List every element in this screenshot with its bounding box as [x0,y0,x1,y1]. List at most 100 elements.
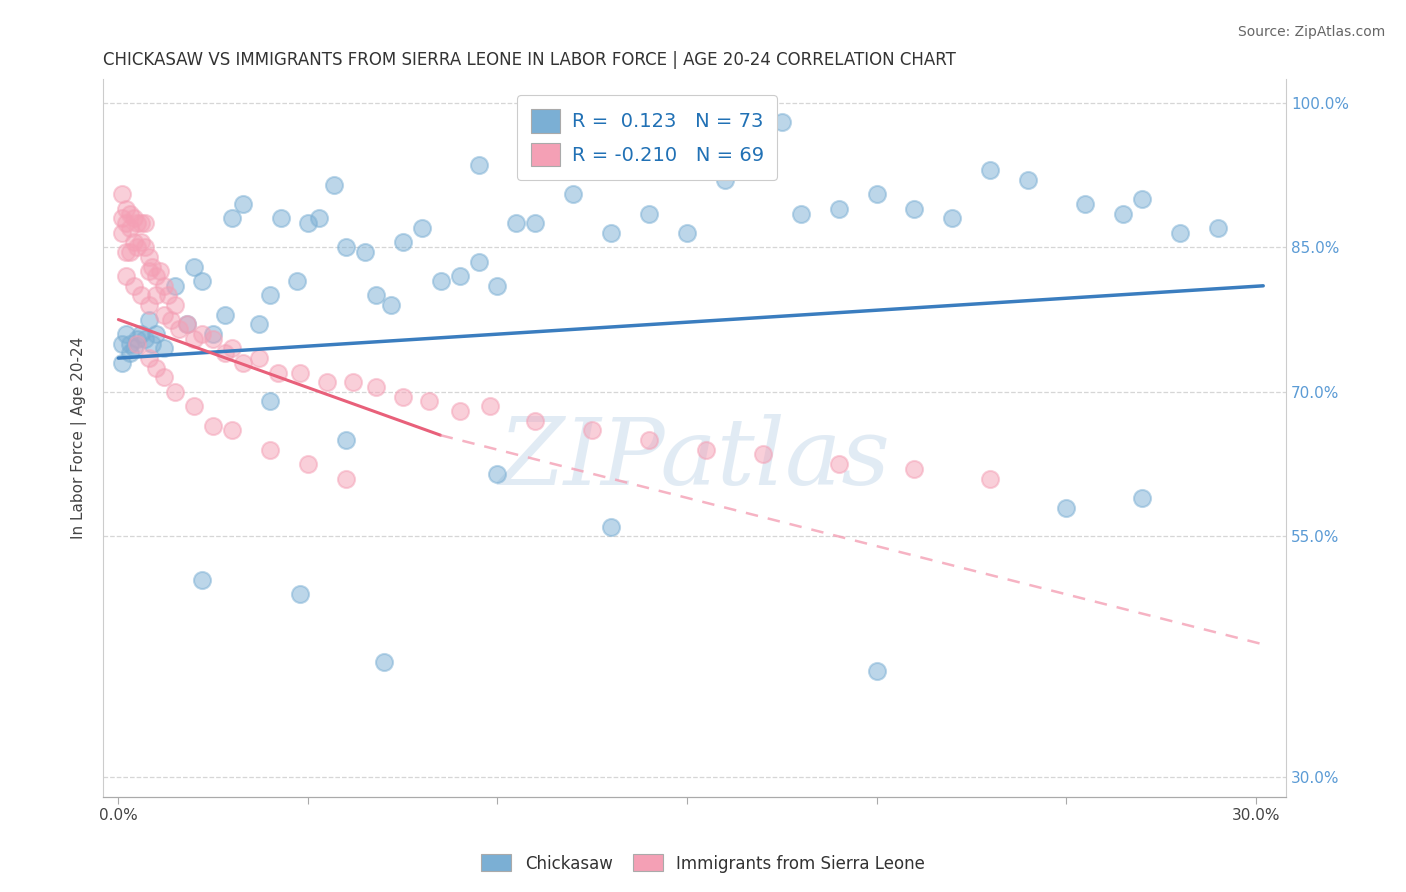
Point [111,226,134,240]
Point [1074,197,1097,211]
Point [183,399,205,413]
Point [290,587,312,601]
Point [259,288,281,302]
Point [429,274,451,288]
Point [141,336,163,351]
Point [270,211,292,226]
Point [903,462,925,476]
Point [467,254,489,268]
Point [232,356,254,370]
Point [149,264,172,278]
Point [714,173,737,187]
Point [865,665,887,679]
Point [266,366,288,380]
Point [524,216,547,230]
Point [259,442,281,457]
Point [979,472,1001,486]
Point [118,336,141,351]
Point [827,202,849,216]
Point [478,399,501,413]
Point [353,245,375,260]
Point [695,442,717,457]
Point [366,288,388,302]
Point [111,187,134,202]
Point [176,318,198,332]
Point [827,457,849,471]
Point [111,336,134,351]
Point [600,226,623,240]
Point [141,260,163,274]
Point [1017,173,1039,187]
Point [1054,500,1077,515]
Point [342,375,364,389]
Point [315,375,337,389]
Point [127,216,149,230]
Point [418,394,440,409]
Point [979,163,1001,178]
Point [335,433,357,447]
Point [391,235,413,250]
Point [167,322,190,336]
Point [232,197,254,211]
Point [214,346,236,360]
Point [165,278,187,293]
Point [752,448,775,462]
Point [134,240,156,254]
Point [115,269,138,284]
Point [752,153,775,168]
Point [122,235,145,250]
Point [145,326,167,341]
Point [122,278,145,293]
Point [153,308,176,322]
Point [191,573,214,587]
Point [638,206,661,220]
Point [486,467,509,481]
Point [202,332,225,346]
Point [138,312,160,326]
Point [323,178,346,192]
Point [524,414,547,428]
Point [165,384,187,399]
Point [118,206,141,220]
Point [183,260,205,274]
Point [221,424,243,438]
Point [129,288,152,302]
Point [449,269,471,284]
Point [290,366,312,380]
Point [191,274,214,288]
Point [865,187,887,202]
Point [638,433,661,447]
Point [391,390,413,404]
Point [770,115,793,129]
Point [111,211,134,226]
Point [134,332,156,346]
Point [903,202,925,216]
Point [1112,206,1135,220]
Point [156,288,179,302]
Point [695,134,717,148]
Point [562,129,585,144]
Point [562,187,585,202]
Point [373,655,395,669]
Point [118,346,141,360]
Point [122,342,145,356]
Point [111,356,134,370]
Point [145,269,167,284]
Point [153,278,176,293]
Point [581,424,603,438]
Point [165,298,187,312]
Point [941,211,963,226]
Point [127,332,149,346]
Point [160,312,183,326]
Point [600,520,623,534]
Point [134,216,156,230]
Point [335,240,357,254]
Point [467,158,489,172]
Point [335,472,357,486]
Point [115,216,138,230]
Point [380,298,402,312]
Point [297,216,319,230]
Point [297,457,319,471]
Point [115,245,138,260]
Point [118,245,141,260]
